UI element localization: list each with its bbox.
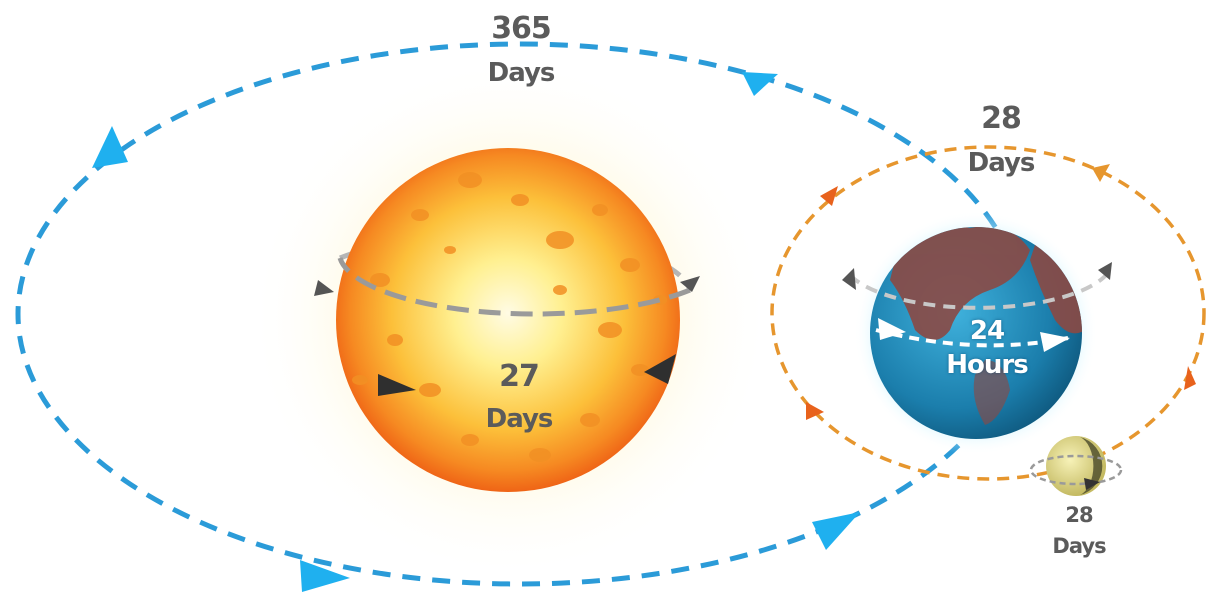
moon-orbit-arrow-icon	[820, 186, 838, 206]
earth-rotation-unit: Hours	[946, 350, 1028, 380]
sun-rotation-arrow-icon	[680, 276, 700, 292]
moon-orbit-unit: Days	[967, 148, 1036, 178]
sun-rotation-path-front	[337, 257, 691, 317]
earth-rotation-arrow-icon	[1040, 332, 1070, 352]
sun-rotation-unit: Days	[485, 404, 554, 434]
earth-orbit-arrow-icon	[300, 560, 350, 592]
earth-orbit-arrow-icon	[92, 126, 128, 168]
earth-orbit-arrow-icon	[742, 72, 778, 96]
earth-rotation-arrow-icon	[842, 268, 856, 290]
earth-rotation-arrow-icon	[1098, 262, 1112, 280]
moon-shadow	[1080, 437, 1103, 495]
sun-rotation-arrow-icon	[314, 280, 334, 296]
earth-rotation-arrow-icon	[878, 318, 906, 340]
sun-spots	[352, 172, 667, 462]
moon-rotation-path	[1029, 454, 1123, 486]
moon-rotation-value: 28	[1065, 503, 1093, 527]
moon-orbit-path	[770, 145, 1206, 481]
moon-orbit-arrow-icon	[806, 402, 824, 420]
sun-rotation-value: 27	[499, 359, 540, 394]
moon-rotation-unit: Days	[1052, 534, 1106, 558]
moon-rotation-arrow-icon	[1084, 478, 1100, 490]
sun-rotation-arrow-icon	[378, 374, 416, 396]
moon-orbit-value: 28	[981, 101, 1022, 136]
moon-orbit-arrow-icon	[1184, 366, 1196, 390]
sun-rotation-arrow-icon	[644, 354, 676, 384]
moon-orbit-arrow-icon	[1092, 164, 1110, 182]
earth-rotation-path	[848, 268, 1112, 310]
earth-orbit-arrow-icon	[812, 512, 860, 550]
earth-orbit-value: 365	[491, 11, 552, 46]
earth-orbit-unit: Days	[487, 58, 556, 88]
earth-rotation-value: 24	[969, 316, 1005, 346]
sun	[336, 148, 680, 492]
